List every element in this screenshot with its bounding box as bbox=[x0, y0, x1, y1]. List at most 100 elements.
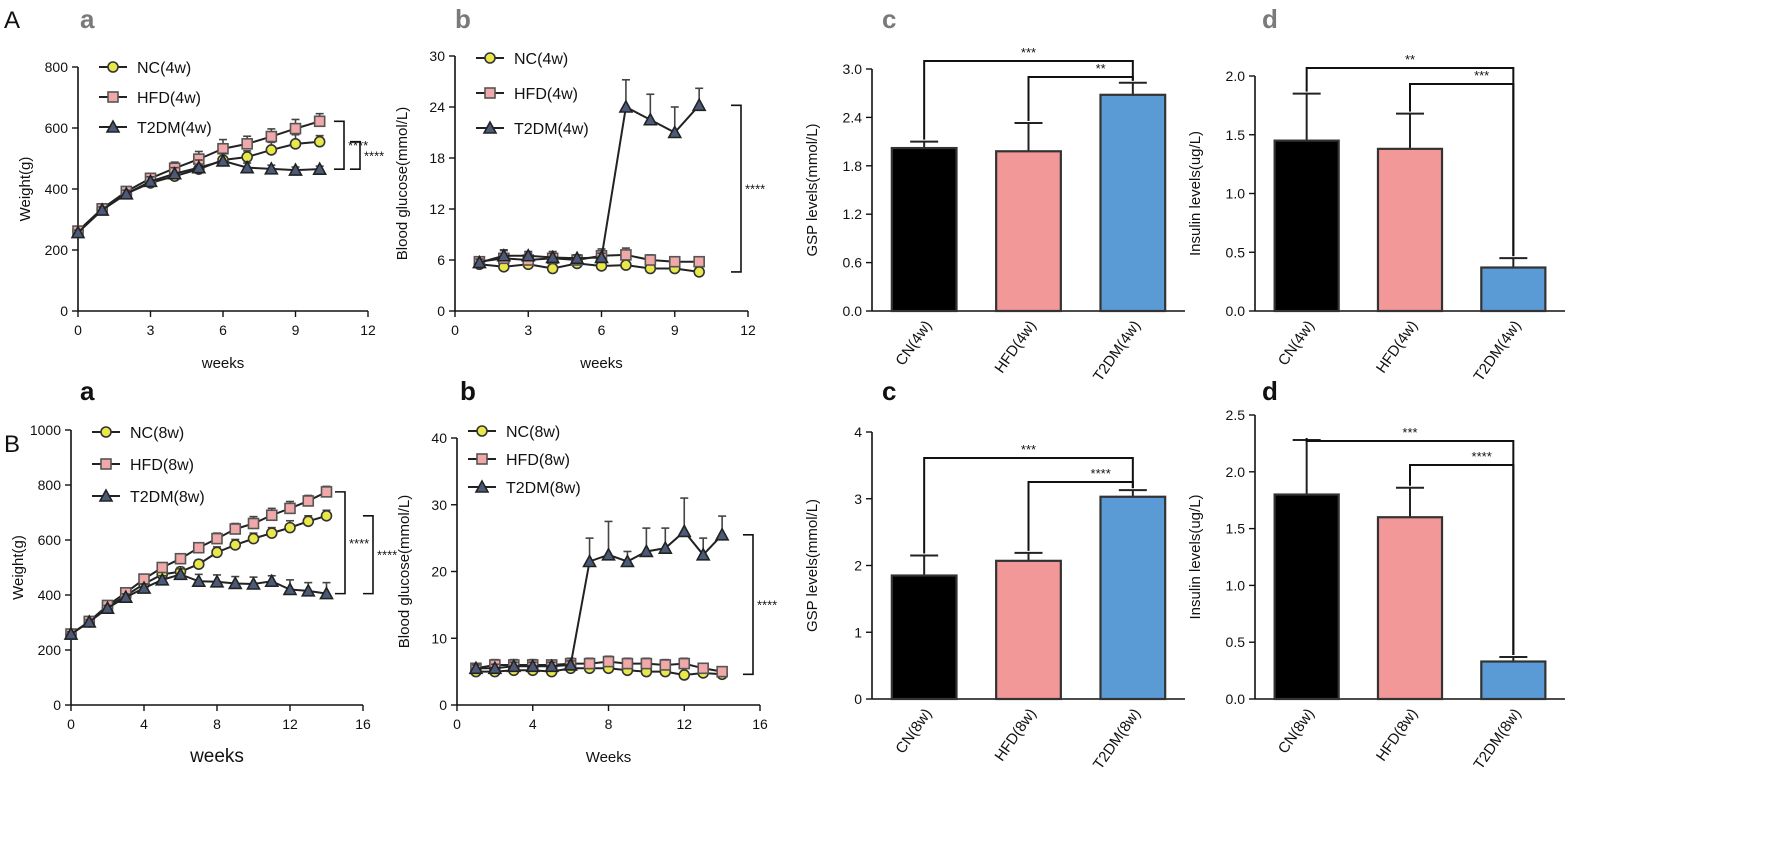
data-point-nc bbox=[229, 539, 242, 551]
data-point-t2dm bbox=[246, 576, 261, 590]
data-point-hfd bbox=[192, 541, 205, 554]
x-tick-label: HFD(8w) bbox=[1373, 706, 1421, 765]
x-tick-label: 9 bbox=[292, 322, 300, 338]
y-tick-label: 800 bbox=[45, 59, 69, 75]
bracket-line bbox=[1409, 464, 1515, 655]
y-tick-label: 30 bbox=[429, 48, 445, 64]
row-label-B: B bbox=[4, 431, 20, 458]
x-tick-label: 4 bbox=[140, 716, 148, 732]
bracket-line bbox=[334, 120, 345, 170]
data-point-t2dm bbox=[239, 159, 255, 174]
data-point-hfd bbox=[640, 657, 653, 670]
data-point-nc bbox=[265, 527, 278, 539]
legend-label: T2DM(8w) bbox=[130, 489, 205, 506]
data-point-hfd bbox=[284, 502, 296, 515]
y-tick-label: 2.0 bbox=[1226, 68, 1246, 84]
legend-item-t2dm: T2DM(4w) bbox=[476, 120, 589, 138]
series-t2dm bbox=[63, 566, 334, 640]
y-tick-label: 10 bbox=[431, 630, 447, 646]
series-t2dm bbox=[468, 497, 730, 675]
legend-marker-t2dm bbox=[105, 119, 121, 133]
x-tick-label: CN(8w) bbox=[892, 706, 935, 757]
bracket-line bbox=[335, 491, 346, 595]
x-tick-label: T2DM(8w) bbox=[1471, 706, 1525, 773]
y-axis-label: GSP levels(mmol/L) bbox=[804, 123, 821, 256]
data-point-nc bbox=[247, 532, 260, 545]
y-tick-label: 12 bbox=[429, 201, 445, 217]
significance-bracket: *** bbox=[923, 442, 1134, 554]
data-point-hfd bbox=[668, 255, 681, 268]
y-tick-label: 400 bbox=[38, 587, 62, 603]
data-point-t2dm bbox=[676, 523, 692, 538]
y-tick-label: 30 bbox=[431, 497, 447, 513]
series-line bbox=[479, 262, 700, 273]
y-tick-label: 2.5 bbox=[1226, 407, 1246, 423]
data-point-t2dm bbox=[520, 248, 536, 262]
legend-label: HFD(4w) bbox=[137, 90, 201, 107]
legend-marker-t2dm bbox=[482, 120, 498, 134]
data-point-t2dm bbox=[118, 186, 134, 200]
data-point-t2dm bbox=[569, 250, 585, 265]
legend-marker-t2dm bbox=[474, 479, 490, 493]
legend-item-hfd: HFD(4w) bbox=[99, 90, 201, 107]
significance-label: **** bbox=[364, 148, 384, 163]
significance-label: **** bbox=[1472, 449, 1492, 464]
y-tick-label: 600 bbox=[45, 120, 69, 136]
data-point-hfd bbox=[620, 249, 632, 261]
bar bbox=[1099, 495, 1167, 701]
y-tick-label: 1.5 bbox=[1226, 127, 1246, 143]
data-point-t2dm bbox=[288, 162, 303, 176]
y-tick-label: 1.8 bbox=[843, 158, 863, 174]
data-point-t2dm bbox=[167, 166, 183, 180]
bracket-line bbox=[363, 514, 374, 595]
legend-marker-nc bbox=[100, 426, 112, 438]
chart-A-a: a 0 200 400 600 800 Weight(g) 0 3 6 9 12 weeks NC(4w)… bbox=[17, 4, 384, 372]
data-point-nc bbox=[693, 266, 705, 278]
y-tick-label: 1.0 bbox=[1226, 186, 1246, 202]
data-point-hfd bbox=[583, 657, 596, 670]
bar bbox=[995, 559, 1062, 701]
data-point-t2dm bbox=[173, 566, 188, 581]
data-point-hfd bbox=[313, 115, 326, 128]
x-axis-label: weeks bbox=[189, 746, 244, 767]
x-axis-label: weeks bbox=[579, 355, 623, 372]
y-tick-label: 6 bbox=[437, 252, 445, 268]
x-tick-label: HFD(4w) bbox=[1373, 318, 1421, 377]
legend-label: T2DM(4w) bbox=[137, 120, 212, 137]
data-point-t2dm bbox=[282, 581, 298, 596]
data-point-t2dm bbox=[209, 574, 225, 588]
significance-label: *** bbox=[1021, 45, 1036, 60]
y-tick-label: 600 bbox=[38, 532, 62, 548]
y-axis-label: Blood glucose(mmol/L) bbox=[394, 107, 411, 260]
legend-label: HFD(8w) bbox=[130, 457, 194, 474]
significance-label: ** bbox=[1096, 61, 1106, 76]
y-tick-label: 24 bbox=[429, 99, 445, 115]
bracket-line bbox=[923, 60, 1134, 140]
legend-item-t2dm: T2DM(4w) bbox=[99, 119, 212, 137]
y-tick-label: 2.4 bbox=[843, 109, 863, 125]
significance-bracket: **** bbox=[335, 491, 369, 595]
legend-marker-nc bbox=[484, 52, 496, 64]
x-tick-label: 8 bbox=[605, 716, 613, 732]
bar bbox=[1273, 139, 1340, 313]
bar bbox=[1099, 93, 1167, 313]
significance-bracket: **** bbox=[731, 104, 765, 273]
data-point-hfd bbox=[265, 509, 278, 522]
x-tick-label: 16 bbox=[355, 716, 371, 732]
chart-B-d: d 0.0 0.5 1.0 1.5 2.0 2.5 Insulin levels(ug/L) C… bbox=[1187, 376, 1565, 773]
data-point-nc bbox=[289, 138, 302, 150]
bracket-line bbox=[731, 104, 742, 273]
data-point-nc bbox=[546, 262, 559, 275]
x-tick-label: CN(4w) bbox=[1275, 318, 1318, 369]
x-tick-label: T2DM(4w) bbox=[1471, 318, 1525, 385]
x-tick-label: T2DM(4w) bbox=[1090, 318, 1144, 385]
legend-marker-hfd bbox=[484, 87, 496, 99]
bar bbox=[890, 146, 958, 313]
x-tick-label: 4 bbox=[529, 716, 537, 732]
bracket-line bbox=[923, 457, 1134, 554]
y-tick-label: 0 bbox=[854, 691, 862, 707]
legend-item-hfd: HFD(8w) bbox=[468, 452, 570, 469]
y-tick-label: 400 bbox=[45, 181, 69, 197]
legend-marker-nc bbox=[476, 425, 488, 437]
data-point-t2dm bbox=[642, 112, 658, 126]
